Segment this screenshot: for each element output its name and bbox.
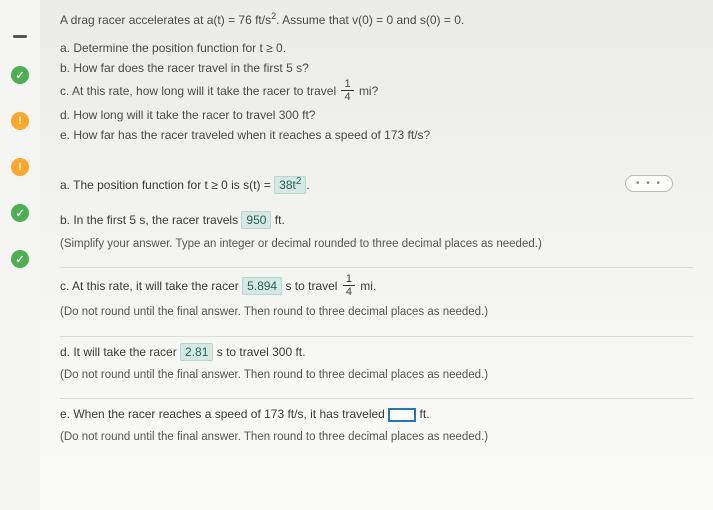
answer-e-pre: e. When the racer reaches a speed of 173…	[60, 407, 388, 421]
answer-d-pre: d. It will take the racer	[60, 345, 180, 359]
answer-e: e. When the racer reaches a speed of 173…	[60, 405, 693, 424]
more-options-button[interactable]: • • •	[625, 175, 673, 192]
intro-text-post: . Assume that v(0) = 0 and s(0) = 0.	[276, 13, 464, 27]
answer-c: c. At this rate, it will take the racer …	[60, 274, 693, 299]
fraction-numerator: 1	[343, 274, 355, 286]
answer-d: d. It will take the racer 2.81 s to trav…	[60, 343, 693, 362]
answer-c-note: (Do not round until the final answer. Th…	[60, 303, 693, 321]
divider	[60, 398, 693, 399]
answer-b-post: ft.	[275, 213, 285, 227]
fraction-one-fourth: 1 4	[343, 274, 355, 299]
answer-b-note: (Simplify your answer. Type an integer o…	[60, 235, 693, 253]
answer-c-value[interactable]: 5.894	[242, 277, 282, 295]
indicator-warn: !	[11, 112, 29, 130]
part-a: a. Determine the position function for t…	[60, 39, 693, 57]
indicator-current	[13, 35, 27, 38]
answer-a: a. The position function for t ≥ 0 is s(…	[60, 174, 693, 195]
answer-e-input[interactable]	[388, 408, 416, 422]
indicator-check: ✓	[11, 66, 29, 84]
answer-d-value[interactable]: 2.81	[180, 343, 213, 361]
fraction-denominator: 4	[343, 286, 355, 299]
status-sidebar: ✓ ! ! ✓ ✓	[0, 0, 40, 510]
part-b: b. How far does the racer travel in the …	[60, 59, 693, 77]
intro-text: A drag racer accelerates at a(t) = 76 ft…	[60, 13, 271, 27]
answer-a-pre: a. The position function for t ≥ 0 is s(…	[60, 178, 274, 192]
answer-c-pre: c. At this rate, it will take the racer	[60, 279, 242, 293]
indicator-warn: !	[11, 158, 29, 176]
answer-e-post: ft.	[420, 407, 430, 421]
answers-section: a. The position function for t ≥ 0 is s(…	[60, 174, 693, 447]
part-c-pre: c. At this rate, how long will it take t…	[60, 84, 339, 98]
fraction-numerator: 1	[341, 79, 353, 91]
answer-a-value[interactable]: 38t2	[274, 176, 306, 194]
fraction-denominator: 4	[341, 91, 353, 104]
answer-c-mid: s to travel	[285, 279, 340, 293]
problem-intro: A drag racer accelerates at a(t) = 76 ft…	[60, 10, 693, 29]
problem-content: A drag racer accelerates at a(t) = 76 ft…	[40, 0, 713, 510]
divider	[60, 267, 693, 268]
part-d: d. How long will it take the racer to tr…	[60, 106, 693, 124]
answer-b-value[interactable]: 950	[241, 211, 271, 229]
answer-d-note: (Do not round until the final answer. Th…	[60, 366, 693, 384]
answer-d-post: s to travel 300 ft.	[217, 345, 306, 359]
answer-c-post: mi.	[360, 279, 376, 293]
answer-a-post: .	[306, 178, 309, 192]
fraction-one-fourth: 1 4	[341, 79, 353, 104]
part-c-post: mi?	[359, 84, 378, 98]
indicator-check: ✓	[11, 204, 29, 222]
answer-b-pre: b. In the first 5 s, the racer travels	[60, 213, 241, 227]
divider	[60, 336, 693, 337]
part-c: c. At this rate, how long will it take t…	[60, 79, 693, 104]
indicator-check: ✓	[11, 250, 29, 268]
answer-b: b. In the first 5 s, the racer travels 9…	[60, 211, 693, 230]
answer-e-note: (Do not round until the final answer. Th…	[60, 428, 693, 446]
part-e: e. How far has the racer traveled when i…	[60, 126, 693, 144]
